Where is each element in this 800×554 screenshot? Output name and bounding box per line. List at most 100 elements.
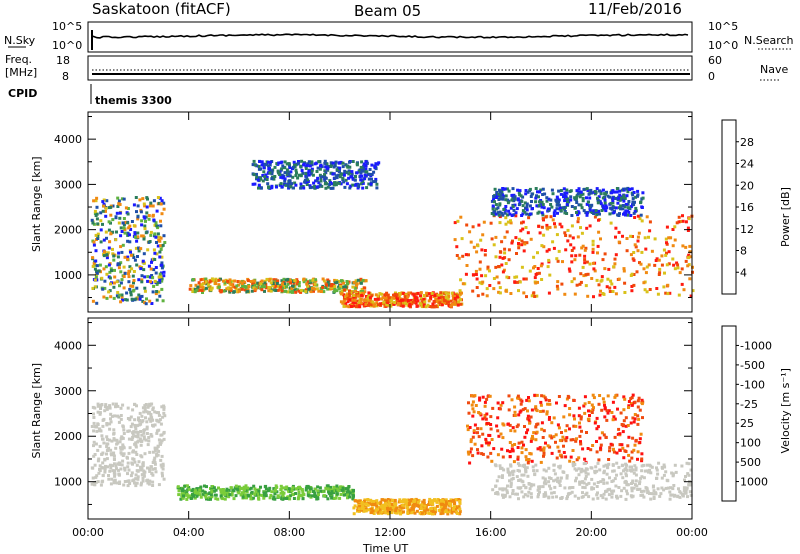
colorbar-tick-label: 16	[740, 201, 754, 214]
data-cell	[136, 215, 140, 219]
data-cell	[102, 254, 106, 258]
data-cell	[258, 167, 262, 171]
data-cell	[617, 196, 621, 200]
data-cell	[503, 187, 507, 191]
data-cell	[144, 231, 148, 235]
data-cell	[431, 502, 435, 505]
data-cell	[460, 291, 463, 295]
data-cell	[142, 202, 146, 206]
data-cell	[619, 472, 623, 476]
data-cell	[523, 407, 527, 411]
data-cell	[555, 195, 559, 199]
data-cell	[562, 195, 565, 199]
data-cell	[611, 418, 615, 422]
data-cell	[640, 219, 644, 223]
data-cell	[572, 398, 576, 402]
data-cell	[95, 217, 99, 221]
data-cell	[198, 493, 202, 497]
data-cell	[524, 466, 527, 470]
data-cell	[96, 222, 100, 226]
data-cell	[547, 476, 551, 480]
date-title: 11/Feb/2016	[588, 0, 682, 18]
data-cell	[606, 194, 610, 198]
data-cell	[545, 223, 549, 227]
data-cell	[507, 394, 511, 398]
data-cell	[622, 199, 626, 203]
data-cell	[616, 407, 619, 411]
data-cell	[459, 298, 462, 302]
data-cell	[665, 263, 669, 267]
data-cell	[668, 490, 672, 494]
data-cell	[640, 459, 644, 463]
data-cell	[342, 299, 346, 303]
data-cell	[112, 462, 116, 466]
data-cell	[429, 500, 433, 504]
data-cell	[555, 257, 559, 261]
data-cell	[636, 488, 640, 491]
data-cell	[644, 247, 648, 251]
data-cell	[478, 396, 482, 400]
data-cell	[145, 432, 149, 435]
data-cell	[604, 463, 608, 467]
data-cell	[212, 278, 216, 282]
data-cell	[136, 432, 140, 436]
data-cell	[120, 197, 124, 201]
data-cell	[310, 167, 314, 171]
data-cell	[190, 496, 194, 500]
data-cell	[234, 484, 238, 488]
data-cell	[579, 417, 583, 421]
data-cell	[439, 499, 443, 503]
data-cell	[637, 231, 641, 235]
data-cell	[498, 210, 502, 214]
data-cell	[118, 482, 121, 485]
data-cell	[146, 248, 150, 252]
data-cell	[186, 495, 190, 499]
data-cell	[265, 277, 269, 281]
data-cell	[308, 186, 312, 190]
data-cell	[601, 196, 605, 200]
data-cell	[680, 282, 684, 286]
data-cell	[298, 486, 302, 490]
data-cell	[415, 296, 419, 300]
data-cell	[102, 441, 106, 445]
data-cell	[353, 183, 357, 187]
data-cell	[259, 485, 262, 489]
data-cell	[128, 240, 132, 244]
data-cell	[542, 446, 546, 450]
data-cell	[611, 201, 615, 205]
data-cell	[471, 400, 475, 404]
data-cell	[113, 472, 117, 476]
data-cell	[630, 489, 634, 493]
data-cell	[547, 258, 551, 262]
data-cell	[291, 186, 295, 190]
data-cell	[593, 190, 597, 193]
data-cell	[417, 504, 421, 508]
data-cell	[459, 278, 463, 282]
data-cell	[133, 258, 137, 262]
data-cell	[580, 480, 584, 484]
data-cell	[522, 443, 525, 447]
data-cell	[189, 284, 193, 288]
data-cell	[571, 486, 575, 489]
data-cell	[639, 213, 643, 217]
data-cell	[343, 493, 347, 497]
data-cell	[570, 254, 574, 258]
data-cell	[631, 200, 635, 204]
data-cell	[275, 162, 279, 166]
data-cell	[544, 469, 548, 473]
data-cell	[580, 206, 584, 210]
data-cell	[210, 286, 214, 290]
data-cell	[579, 226, 582, 230]
data-cell	[137, 246, 141, 250]
data-cell	[553, 472, 557, 476]
data-cell	[545, 196, 549, 200]
data-cell	[409, 299, 413, 303]
data-cell	[373, 297, 377, 301]
data-cell	[128, 287, 132, 291]
data-cell	[329, 492, 333, 495]
data-cell	[369, 182, 373, 186]
colorbar-tick-label: 100	[740, 437, 761, 450]
data-cell	[364, 164, 368, 167]
data-cell	[237, 289, 241, 293]
data-cell	[102, 198, 106, 202]
